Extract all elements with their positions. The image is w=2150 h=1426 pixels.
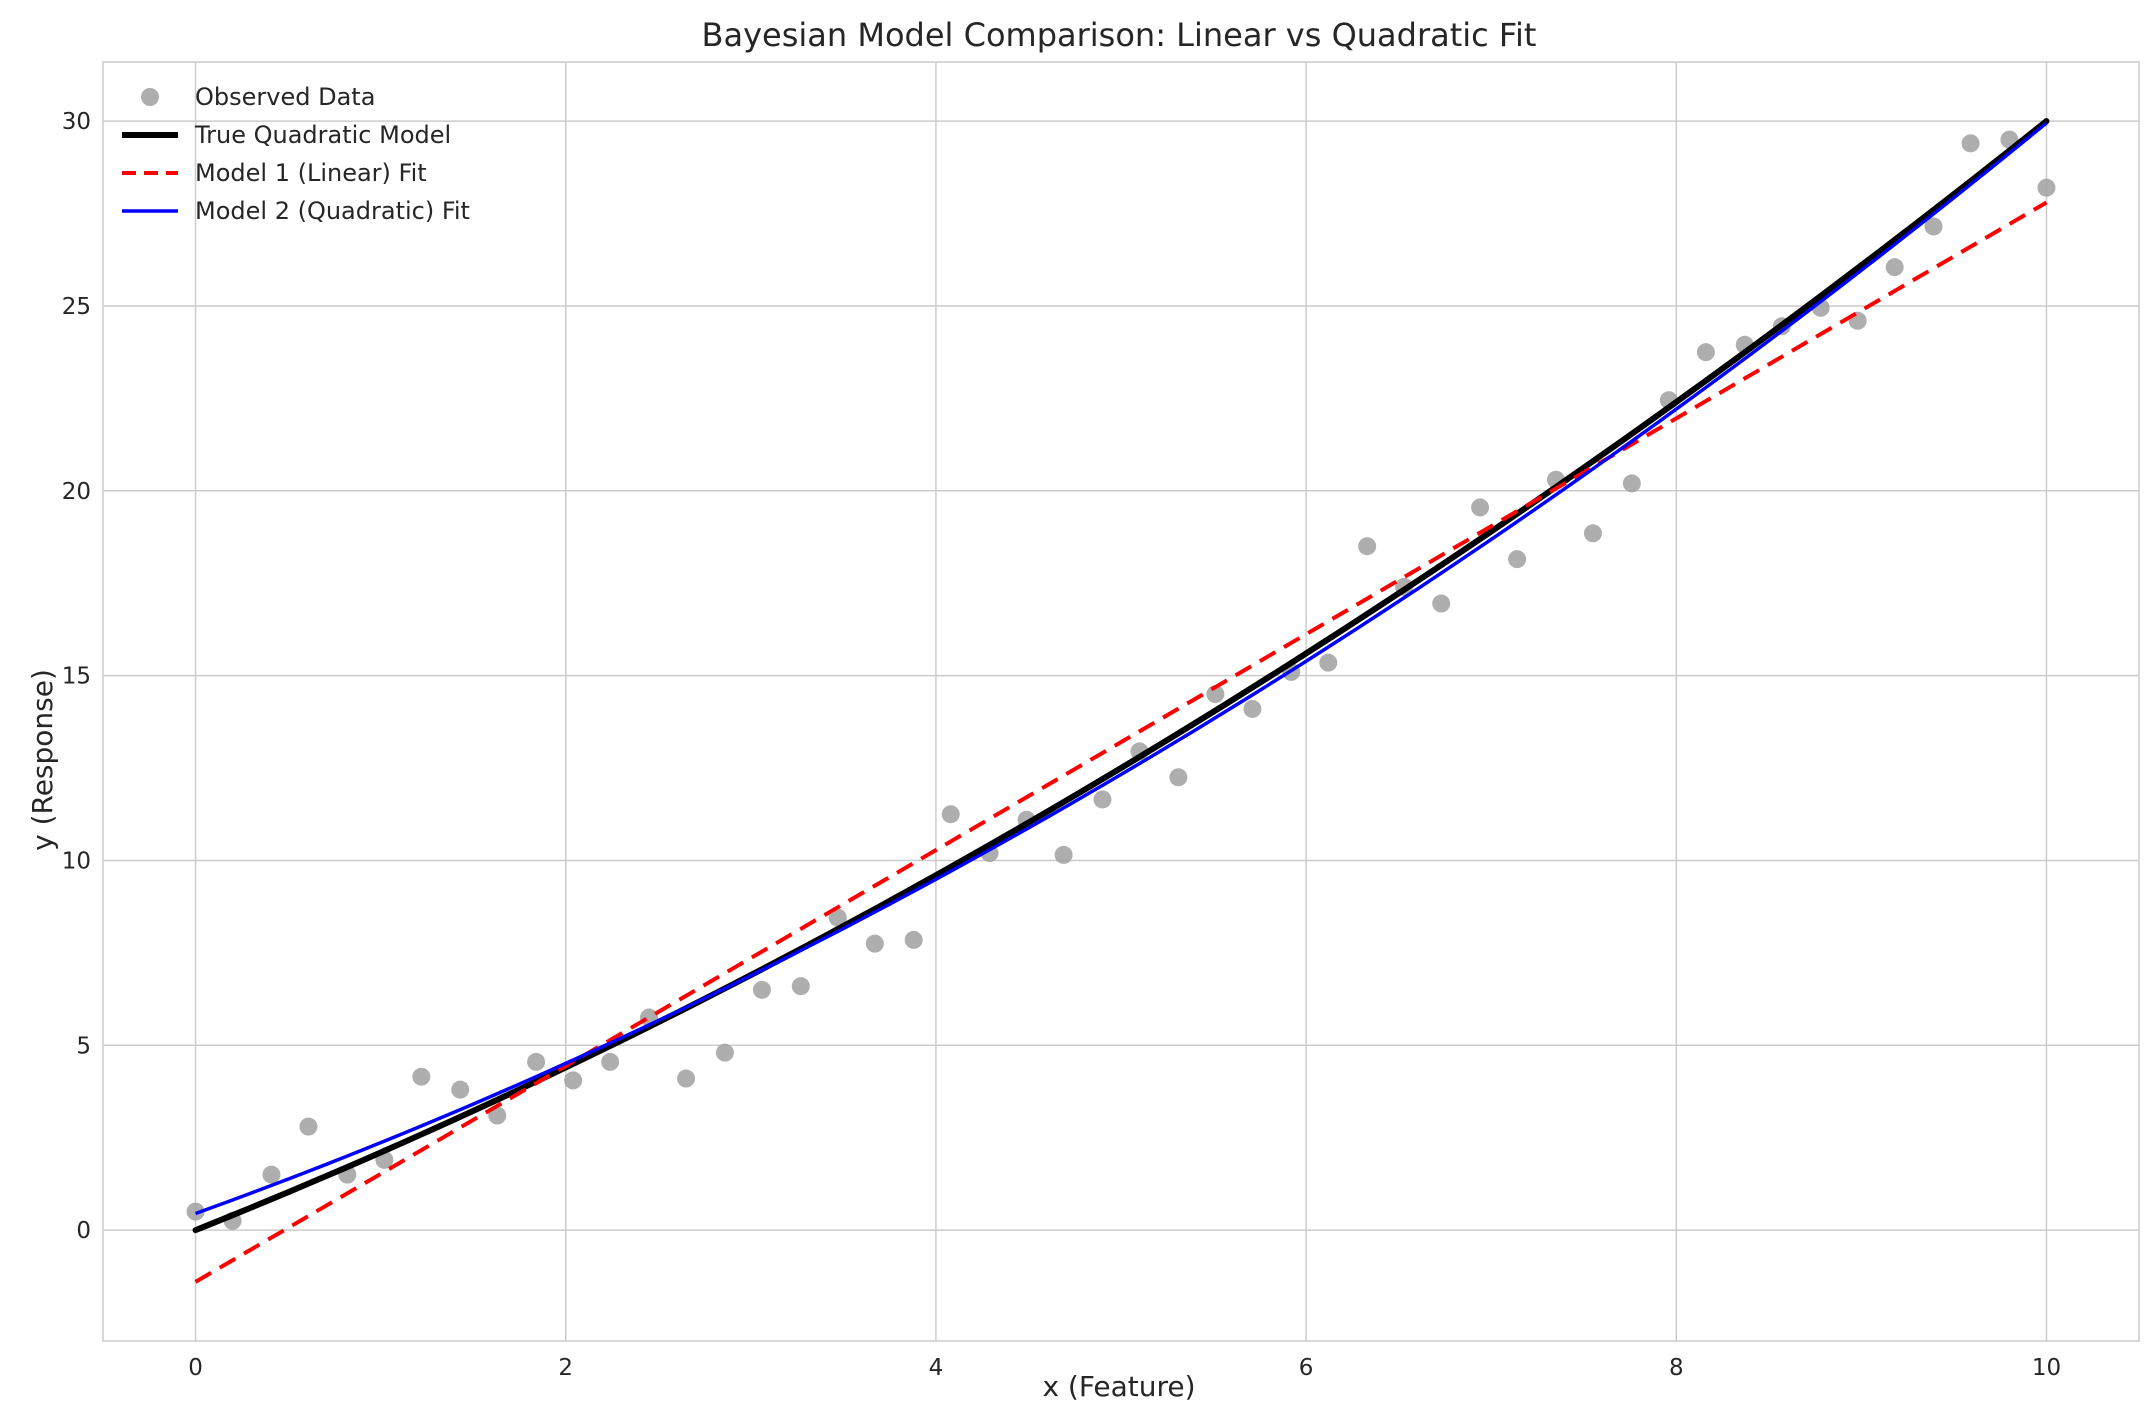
observed-point xyxy=(1508,550,1527,569)
observed-point xyxy=(791,977,810,996)
y-tick-label: 25 xyxy=(62,294,91,320)
tick-labels: 0 2 4 6 8 10 0 5 10 15 20 25 30 xyxy=(62,109,2061,1381)
observed-point xyxy=(1583,524,1602,543)
x-tick-label: 6 xyxy=(1299,1355,1314,1381)
observed-point xyxy=(262,1165,281,1184)
series-layer xyxy=(186,118,2056,1284)
x-axis-label: x (Feature) xyxy=(1042,1370,1195,1403)
y-tick-label: 20 xyxy=(62,479,91,505)
x-tick-label: 0 xyxy=(188,1355,203,1381)
y-tick-label: 10 xyxy=(62,848,91,874)
x-tick-label: 2 xyxy=(558,1355,573,1381)
legend: Observed Data True Quadratic Model Model 1… xyxy=(122,83,470,225)
observed-point xyxy=(941,805,960,824)
observed-point xyxy=(1622,474,1641,493)
legend-marker-observed xyxy=(141,88,159,106)
x-tick-label: 8 xyxy=(1669,1355,1684,1381)
chart-title: Bayesian Model Comparison: Linear vs Qua… xyxy=(702,16,1537,54)
y-tick-label: 0 xyxy=(76,1218,91,1244)
observed-point xyxy=(1696,343,1715,362)
quadratic-fit-line xyxy=(194,121,2048,1216)
observed-point xyxy=(677,1069,696,1088)
observed-point xyxy=(601,1052,620,1071)
observed-point xyxy=(1169,768,1188,787)
legend-label: Observed Data xyxy=(195,83,375,111)
observed-point xyxy=(1358,537,1377,556)
observed-point xyxy=(564,1071,583,1090)
observed-point xyxy=(488,1106,507,1125)
observed-point xyxy=(527,1052,546,1071)
legend-label: True Quadratic Model xyxy=(194,121,451,149)
true-model-line xyxy=(192,118,2050,1234)
observed-point xyxy=(1206,685,1225,704)
observed-point xyxy=(828,908,847,927)
legend-label: Model 2 (Quadratic) Fit xyxy=(195,197,470,225)
observed-point xyxy=(451,1080,470,1099)
observed-point xyxy=(1432,594,1451,613)
y-tick-label: 5 xyxy=(76,1033,91,1059)
plot-frame xyxy=(102,61,2140,1342)
y-tick-label: 15 xyxy=(62,664,91,690)
y-tick-label: 30 xyxy=(62,109,91,135)
y-axis-label: y (Response) xyxy=(26,669,59,851)
observed-point xyxy=(299,1117,318,1136)
observed-point xyxy=(752,980,771,999)
observed-point xyxy=(1924,217,1943,236)
observed-point xyxy=(1054,845,1073,864)
observed-point xyxy=(1093,790,1112,809)
observed-point xyxy=(412,1067,431,1086)
observed-point xyxy=(1471,498,1490,517)
grid xyxy=(103,62,2139,1341)
x-tick-label: 10 xyxy=(2032,1355,2061,1381)
linear-fit-line xyxy=(194,200,2048,1284)
x-tick-label: 4 xyxy=(929,1355,944,1381)
observed-point xyxy=(1885,258,1904,277)
observed-point xyxy=(715,1043,734,1062)
observed-point xyxy=(1961,134,1980,153)
observed-point xyxy=(904,930,923,949)
observed-point xyxy=(1243,699,1262,718)
observed-point xyxy=(865,934,884,953)
observed-point xyxy=(1319,653,1338,672)
legend-label: Model 1 (Linear) Fit xyxy=(195,159,427,187)
observed-point xyxy=(2037,178,2056,197)
